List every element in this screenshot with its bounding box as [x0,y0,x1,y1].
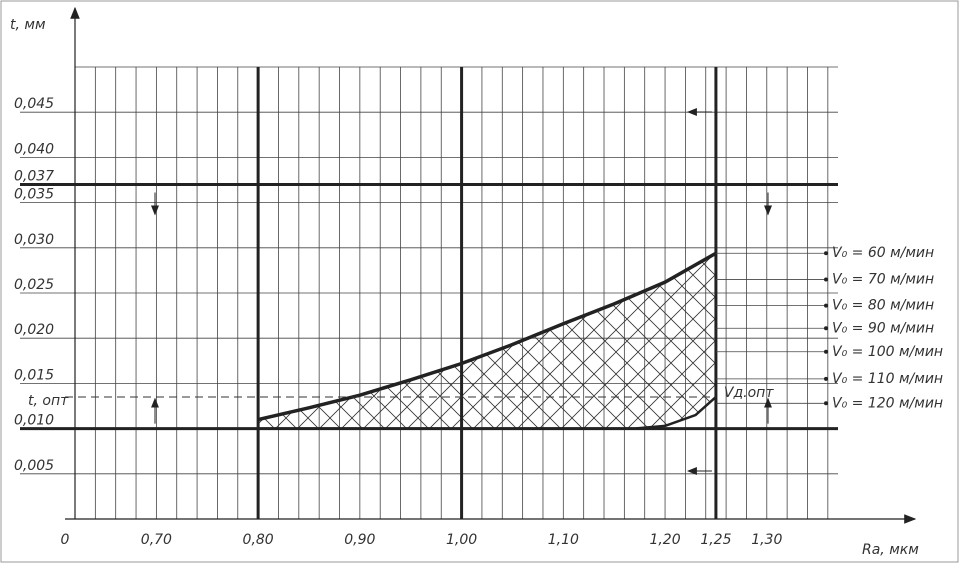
y-tick-label: 0,025 [14,277,54,293]
feasible-region [258,253,716,429]
speed-dot [824,303,828,308]
speed-dot [824,376,828,381]
y-tick-label: 0,015 [14,367,54,383]
y-tick-label: 0,030 [14,232,54,248]
y-tick-label: 0,040 [14,141,54,157]
t-opt-label: t, опт [28,393,69,409]
x-tick-label: 1,20 [649,532,680,548]
speed-dot [824,251,828,256]
speed-label: V₀ = 110 м/мин [832,371,943,387]
speed-label: V₀ = 60 м/мин [832,245,934,261]
speed-dot [824,277,828,282]
speed-label: V₀ = 90 м/мин [832,320,934,336]
speed-dot [824,401,828,406]
y-axis-title: t, мм [10,17,46,33]
y-tick-label: 0,037 [14,169,54,185]
v-opt-label: Vд.опт [724,385,774,401]
speed-label: V₀ = 100 м/мин [832,344,943,360]
x-tick-label: 0,70 [141,532,172,548]
origin-label: 0 [61,532,70,548]
x-tick-label: 0,90 [344,532,375,548]
x-tick-label: 1,25 [700,532,731,548]
y-tick-label: 0,005 [14,458,54,474]
y-tick-label: 0,035 [14,187,54,203]
x-tick-label: 1,30 [751,532,782,548]
x-tick-label: 0,80 [243,532,274,548]
speed-label: V₀ = 80 м/мин [832,298,934,314]
upper-curve [257,251,717,422]
speed-label: V₀ = 70 м/мин [832,271,934,287]
x-tick-label: 1,00 [446,532,477,548]
speed-dot [824,326,828,331]
speed-dot [824,349,828,354]
y-tick-label: 0,045 [14,96,54,112]
y-tick-label: 0,010 [14,413,54,429]
y-tick-label: 0,020 [14,322,54,338]
speed-label: V₀ = 120 м/мин [832,395,943,411]
x-axis-title: Ra, мкм [862,542,919,558]
x-tick-label: 1,10 [548,532,579,548]
